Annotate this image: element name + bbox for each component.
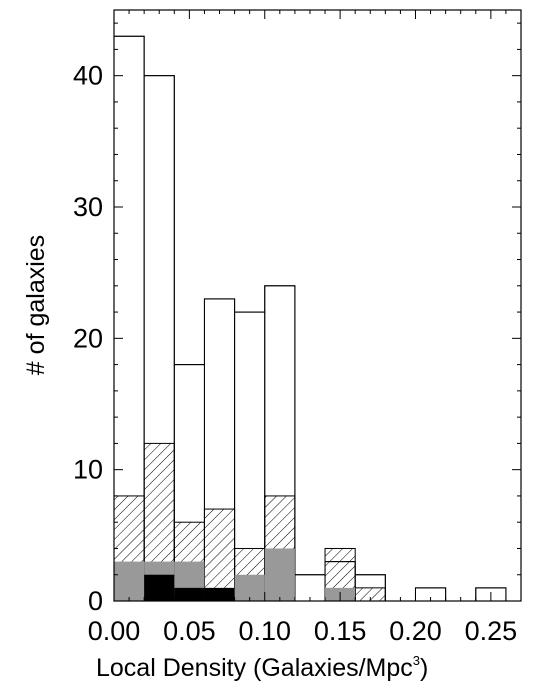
x-axis-title: Local Density (Galaxies/Mpc3) (96, 653, 428, 682)
filled-bar (204, 587, 235, 601)
plot-frame (113, 9, 522, 602)
x-tick-label: 0.10 (238, 616, 291, 646)
y-tick-label: 0 (88, 586, 103, 616)
x-axis-title-close: ) (420, 654, 428, 682)
filled-bar (114, 561, 145, 601)
x-tick-label: 0.00 (88, 616, 141, 646)
ticks-layer: 0.00 0.05 0.10 0.15 0.20 0.25 0 10 20 30 40 (73, 10, 521, 646)
x-axis-title-superscript: 3 (413, 653, 420, 668)
x-tick-label: 0.20 (389, 616, 442, 646)
filled-bar (144, 574, 175, 601)
y-tick-label: 30 (73, 192, 103, 222)
x-tick-label: 0.05 (163, 616, 216, 646)
y-tick-label: 20 (73, 323, 103, 353)
x-tick-label: 0.25 (465, 616, 518, 646)
y-tick-label: 10 (73, 455, 103, 485)
filled-bar (264, 548, 295, 601)
y-tick-label: 40 (73, 61, 103, 91)
filled-bar (234, 574, 265, 601)
x-tick-label: 0.15 (314, 616, 367, 646)
y-axis-title: # of galaxies (22, 235, 50, 375)
x-axis-title-main: Local Density (Galaxies/Mpc (96, 654, 413, 682)
hatched-bar (203, 508, 236, 602)
bars-layer (113, 35, 507, 602)
